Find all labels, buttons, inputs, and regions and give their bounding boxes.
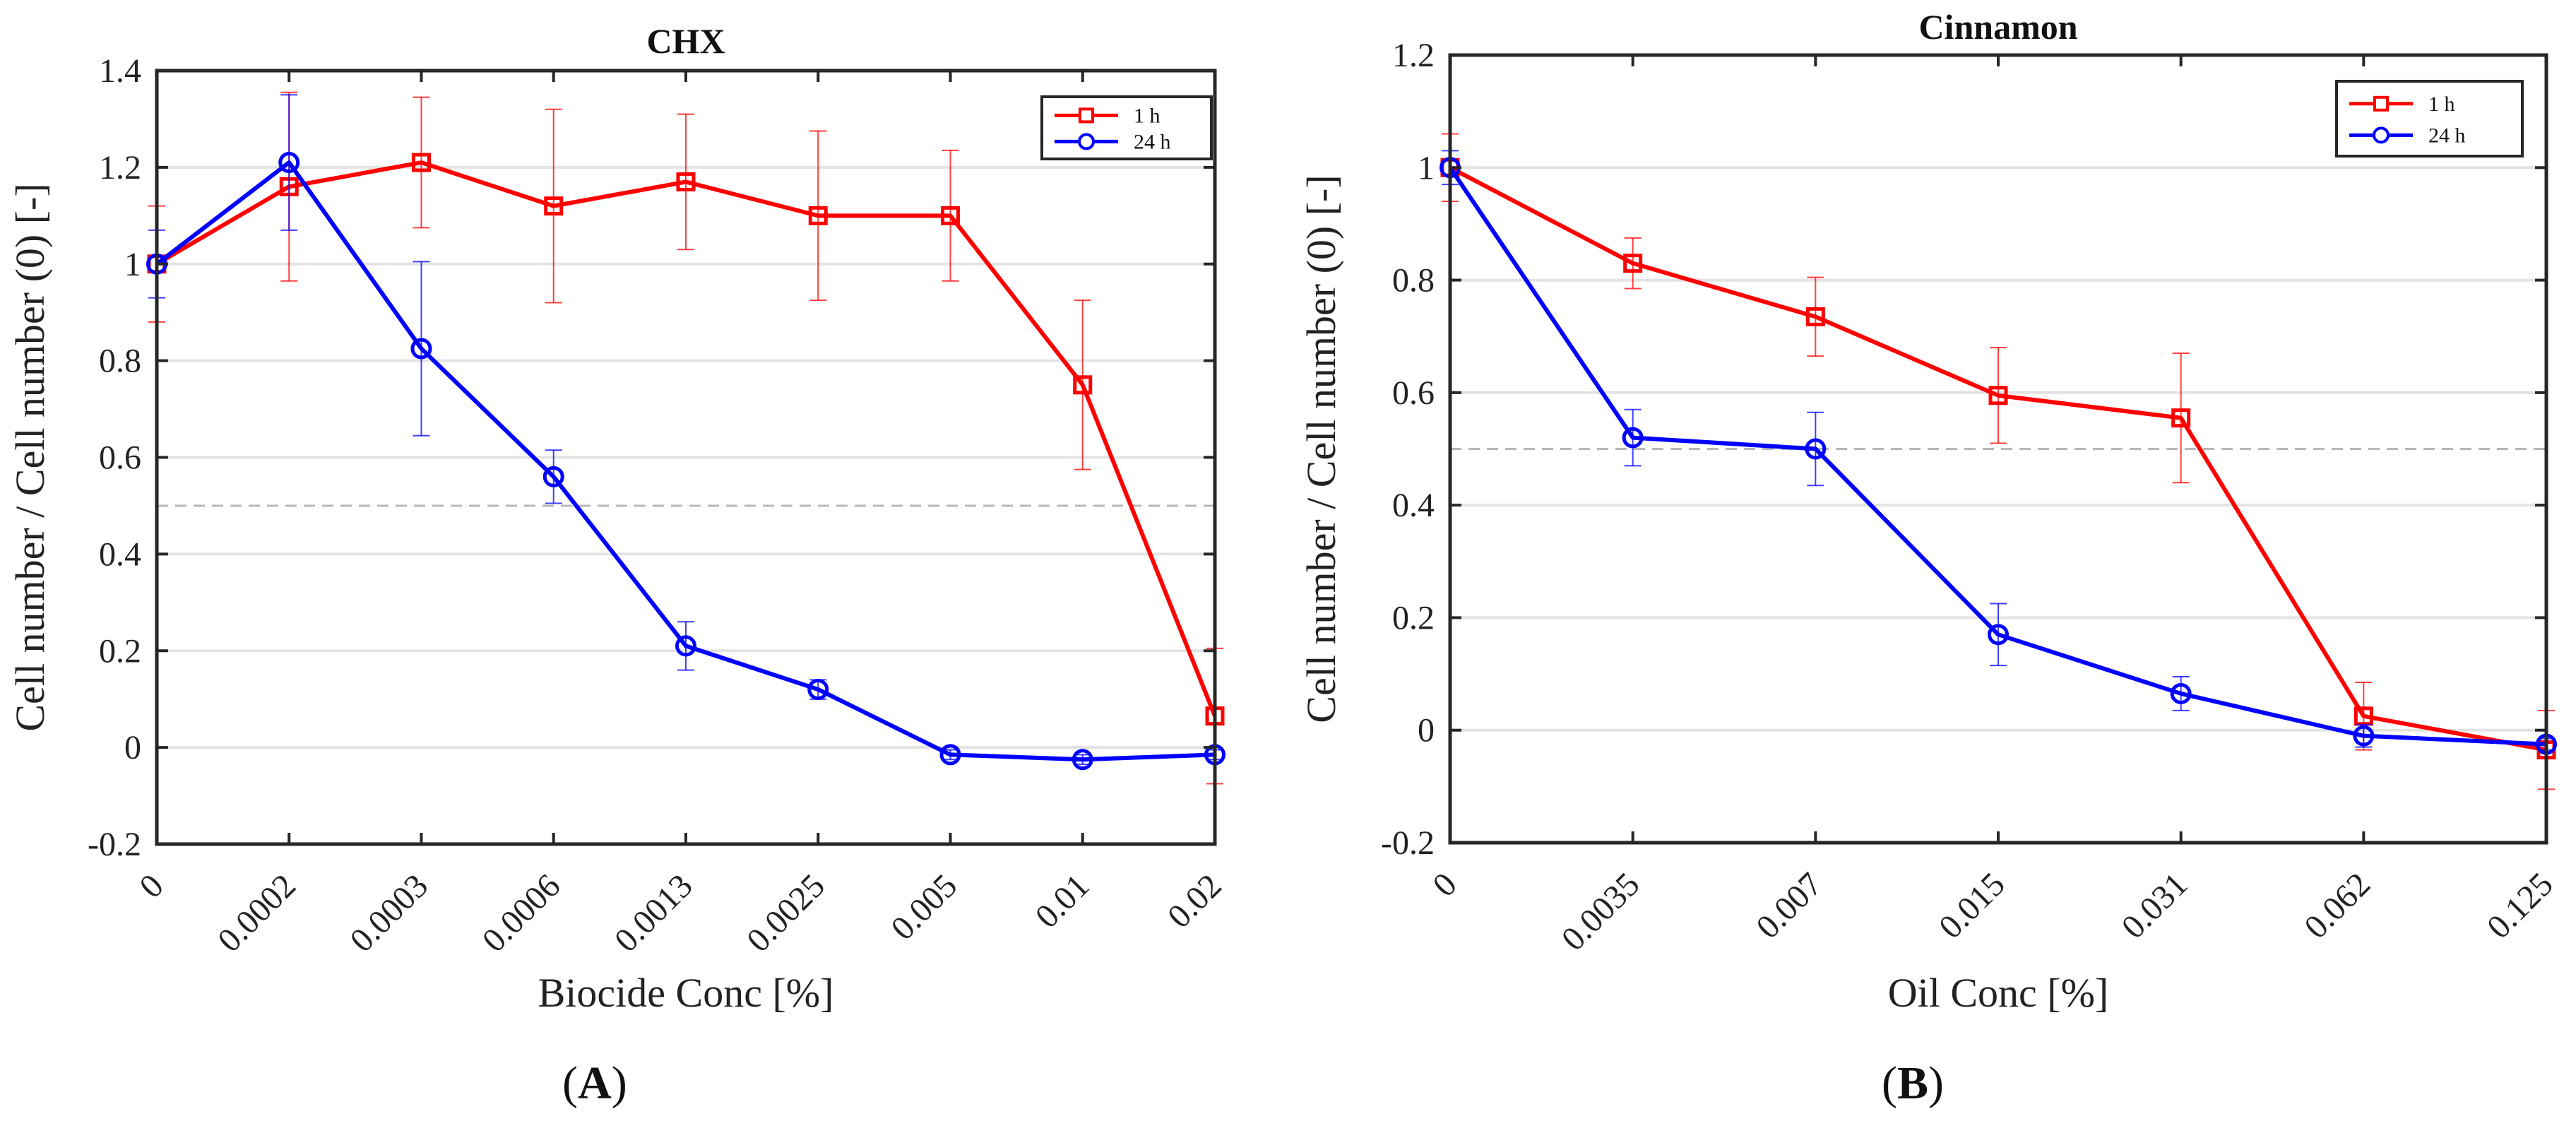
- y-tick-label: 1: [124, 246, 141, 283]
- y-axis-label: Cell number / Cell number (0) [-]: [1298, 174, 1344, 723]
- y-tick-label: -0.2: [1381, 824, 1435, 862]
- series-1h: [147, 91, 1225, 785]
- panel-letter: (B): [1882, 1057, 1944, 1109]
- x-tick-label: 0.031: [2115, 865, 2195, 946]
- y-tick-label: 0.4: [1392, 487, 1435, 524]
- y-tick-label: 0.4: [99, 535, 141, 573]
- data-point: [807, 679, 829, 700]
- x-tick-label: 0.0006: [475, 867, 568, 959]
- legend-box: [1040, 95, 1213, 160]
- x-tick-label: 0.01: [1028, 867, 1097, 935]
- data-point: [412, 153, 431, 172]
- panel-letter-value: A: [578, 1057, 612, 1109]
- legend-marker: [1078, 133, 1095, 150]
- y-tick-label: 1.4: [99, 52, 141, 90]
- y-tick-label: 1: [1418, 149, 1435, 186]
- legend-label: 24 h: [2428, 124, 2466, 147]
- data-point: [675, 635, 696, 657]
- data-point: [808, 206, 828, 225]
- x-tick-label: 0.0025: [740, 867, 832, 959]
- panel-letter-value: B: [1897, 1057, 1928, 1109]
- x-tick-label: 0.0003: [343, 867, 435, 959]
- y-tick-label: 0: [124, 729, 141, 766]
- data-point: [1623, 254, 1643, 273]
- data-point: [1072, 749, 1093, 771]
- x-tick-label: 0.007: [1749, 865, 1829, 946]
- legend-label: 1 h: [2428, 93, 2455, 116]
- panel-letter: (A): [562, 1057, 627, 1109]
- data-point: [1988, 386, 2008, 405]
- series-line: [1448, 166, 2547, 747]
- x-tick-label: 0.125: [2480, 865, 2560, 946]
- x-tick-label: 0.0035: [1555, 865, 1647, 958]
- x-tick-label: 0.0002: [210, 867, 303, 959]
- legend: 1 h 24 h: [1040, 95, 1213, 160]
- y-tick-label: -0.2: [88, 826, 141, 863]
- y-tick-label: 0: [1418, 712, 1435, 749]
- x-tick-label: 0.015: [1932, 865, 2012, 946]
- y-tick-label: 0.6: [99, 439, 141, 477]
- series-24h: [1440, 150, 2557, 755]
- chart-title: Cinnamon: [1918, 7, 2077, 47]
- x-tick-label: 0: [132, 867, 170, 905]
- legend: 1 h 24 h: [2335, 80, 2524, 158]
- legend-marker: [2373, 95, 2389, 112]
- data-point: [1622, 427, 1644, 449]
- x-tick-label: 0: [1425, 865, 1464, 903]
- x-tick-label: 0.0013: [607, 867, 700, 959]
- data-point: [676, 172, 696, 191]
- x-axis-label: Oil Conc [%]: [1888, 970, 2109, 1016]
- y-axis-label: Cell number / Cell number (0) [-]: [7, 183, 53, 731]
- data-point: [2171, 408, 2191, 428]
- y-tick-label: 0.8: [99, 343, 141, 380]
- chart-panel-a: -0.2 0 0.2 0.4 0.6 0.8 1 1.2 1.4 0 0.0002 0.0003 0.0…: [7, 21, 1229, 1109]
- y-tick-label: 1.2: [1392, 37, 1435, 74]
- legend-label: 1 h: [1134, 104, 1161, 127]
- y-tick-label: 1.2: [99, 149, 141, 186]
- series-line: [155, 160, 1216, 762]
- data-point: [1805, 307, 1825, 326]
- data-point: [410, 338, 432, 360]
- x-tick-label: 0.005: [884, 867, 964, 947]
- series-1h: [1440, 133, 2556, 790]
- legend-box: [2335, 80, 2524, 158]
- data-point: [1805, 438, 1827, 460]
- y-tick-label: 0.2: [1392, 599, 1435, 636]
- data-point: [2170, 682, 2192, 704]
- y-tick-label: 0.2: [99, 632, 141, 670]
- data-point: [1988, 624, 2009, 646]
- x-tick-label: 0.062: [2297, 865, 2378, 946]
- data-point: [941, 206, 960, 225]
- y-tick-label: 0.8: [1392, 262, 1435, 299]
- series-line: [155, 160, 1217, 717]
- x-axis-label: Biocide Conc [%]: [538, 970, 834, 1016]
- chart-panel-b: -0.200.20.40.60.811.20 0.0035 0.007 0.015 0.…: [1298, 7, 2560, 1109]
- legend-marker: [2373, 126, 2390, 144]
- y-tick-label: 0.6: [1392, 374, 1435, 412]
- chart-title: CHX: [646, 21, 725, 61]
- data-point: [2353, 725, 2375, 747]
- legend-marker: [1079, 107, 1094, 124]
- data-point: [542, 465, 564, 487]
- x-tick-label: 0.02: [1161, 867, 1229, 935]
- data-point: [939, 744, 961, 766]
- data-point: [1073, 375, 1093, 395]
- data-point: [544, 196, 564, 216]
- data-point: [278, 152, 300, 174]
- series-line: [1449, 165, 2547, 752]
- axes-frame: [1448, 53, 2548, 845]
- legend-label: 24 h: [1134, 130, 1171, 153]
